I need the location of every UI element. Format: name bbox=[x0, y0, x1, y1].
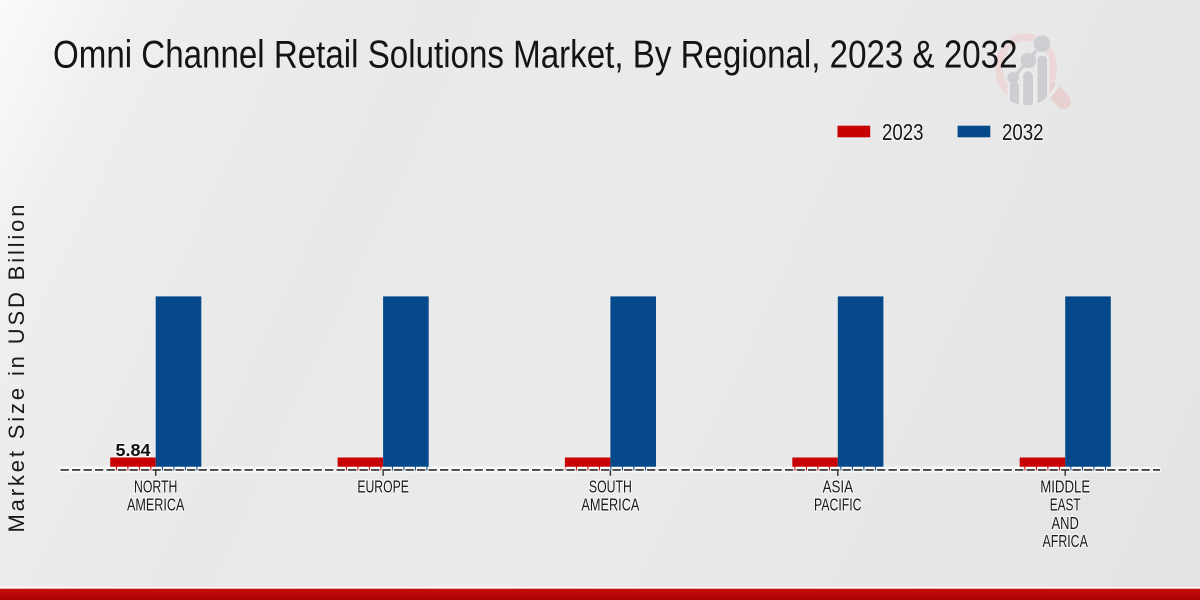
svg-text:AND: AND bbox=[1052, 513, 1079, 533]
svg-text:SOUTH: SOUTH bbox=[589, 477, 632, 497]
svg-text:EAST: EAST bbox=[1050, 495, 1081, 515]
svg-text:Market Size in USD Billion: Market Size in USD Billion bbox=[4, 205, 29, 533]
svg-text:NORTH: NORTH bbox=[134, 477, 177, 497]
svg-text:EUROPE: EUROPE bbox=[357, 477, 409, 497]
svg-text:AMERICA: AMERICA bbox=[127, 495, 185, 515]
svg-text:AMERICA: AMERICA bbox=[581, 495, 639, 515]
svg-text:AFRICA: AFRICA bbox=[1043, 531, 1089, 551]
svg-text:2023: 2023 bbox=[882, 119, 924, 145]
svg-text:PACIFIC: PACIFIC bbox=[814, 495, 862, 515]
svg-text:MIDDLE: MIDDLE bbox=[1040, 477, 1090, 497]
svg-text:2032: 2032 bbox=[1002, 119, 1044, 145]
svg-text:ASIA: ASIA bbox=[823, 477, 854, 497]
svg-text:Omni Channel Retail Solutions: Omni Channel Retail Solutions Market, By… bbox=[53, 34, 1018, 77]
svg-text:5.84: 5.84 bbox=[116, 440, 151, 460]
